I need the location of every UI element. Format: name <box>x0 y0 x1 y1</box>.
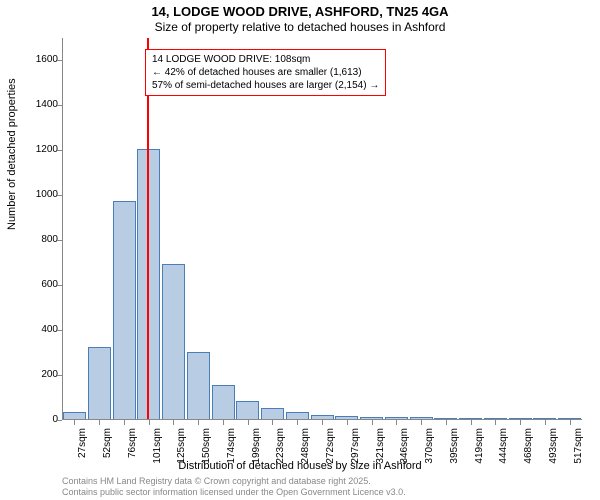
histogram-bar <box>385 417 408 419</box>
histogram-bar <box>311 415 334 419</box>
histogram-bar <box>484 418 507 419</box>
xtick-mark <box>545 420 546 425</box>
histogram-bar <box>533 418 556 419</box>
ytick-label: 1600 <box>18 54 58 65</box>
histogram-bar <box>113 201 136 419</box>
annotation-line2: ← 42% of detached houses are smaller (1,… <box>152 66 379 79</box>
xtick-mark <box>372 420 373 425</box>
ytick-label: 0 <box>18 414 58 425</box>
ytick-label: 600 <box>18 279 58 290</box>
histogram-bar <box>459 418 482 419</box>
xtick-mark <box>396 420 397 425</box>
chart-title-line2: Size of property relative to detached ho… <box>0 20 600 34</box>
x-axis-label: Distribution of detached houses by size … <box>0 460 600 472</box>
annotation-line1: 14 LODGE WOOD DRIVE: 108sqm <box>152 53 379 66</box>
ytick-mark <box>57 195 62 196</box>
xtick-mark <box>99 420 100 425</box>
histogram-bar <box>212 385 235 419</box>
xtick-mark <box>421 420 422 425</box>
ytick-mark <box>57 285 62 286</box>
xtick-mark <box>471 420 472 425</box>
histogram-bar <box>88 347 111 419</box>
xtick-mark <box>223 420 224 425</box>
footer-line1: Contains HM Land Registry data © Crown c… <box>62 476 406 487</box>
histogram-bar <box>187 352 210 419</box>
ytick-label: 1400 <box>18 99 58 110</box>
xtick-mark <box>198 420 199 425</box>
xtick-mark <box>347 420 348 425</box>
xtick-mark <box>322 420 323 425</box>
annotation-line3: 57% of semi-detached houses are larger (… <box>152 79 379 92</box>
ytick-mark <box>57 105 62 106</box>
histogram-bar <box>63 412 86 419</box>
y-axis-label: Number of detached properties <box>6 78 18 230</box>
ytick-mark <box>57 420 62 421</box>
histogram-bar <box>286 412 309 419</box>
histogram-bar <box>137 149 160 419</box>
ytick-label: 1000 <box>18 189 58 200</box>
xtick-mark <box>297 420 298 425</box>
xtick-mark <box>74 420 75 425</box>
xtick-mark <box>248 420 249 425</box>
histogram-bar <box>261 408 284 419</box>
histogram-bar <box>236 401 259 419</box>
xtick-mark <box>173 420 174 425</box>
ytick-label: 200 <box>18 369 58 380</box>
ytick-label: 400 <box>18 324 58 335</box>
histogram-bar <box>162 264 185 419</box>
histogram-bar <box>360 417 383 419</box>
ytick-mark <box>57 330 62 331</box>
xtick-mark <box>570 420 571 425</box>
histogram-bar <box>558 418 581 419</box>
ytick-mark <box>57 375 62 376</box>
chart-title-line1: 14, LODGE WOOD DRIVE, ASHFORD, TN25 4GA <box>0 4 600 19</box>
ytick-mark <box>57 60 62 61</box>
chart-container: 14, LODGE WOOD DRIVE, ASHFORD, TN25 4GA … <box>0 0 600 500</box>
ytick-label: 1200 <box>18 144 58 155</box>
xtick-mark <box>446 420 447 425</box>
histogram-bar <box>410 417 433 419</box>
xtick-mark <box>520 420 521 425</box>
xtick-mark <box>272 420 273 425</box>
histogram-bar <box>434 418 457 419</box>
xtick-mark <box>149 420 150 425</box>
histogram-bar <box>335 416 358 419</box>
histogram-bar <box>509 418 532 419</box>
ytick-label: 800 <box>18 234 58 245</box>
plot-area: 14 LODGE WOOD DRIVE: 108sqm ← 42% of det… <box>62 38 582 420</box>
xtick-mark <box>495 420 496 425</box>
ytick-mark <box>57 150 62 151</box>
xtick-mark <box>124 420 125 425</box>
annotation-box: 14 LODGE WOOD DRIVE: 108sqm ← 42% of det… <box>145 49 386 96</box>
ytick-mark <box>57 240 62 241</box>
footer-line2: Contains public sector information licen… <box>62 487 406 498</box>
footer-attribution: Contains HM Land Registry data © Crown c… <box>62 476 406 498</box>
